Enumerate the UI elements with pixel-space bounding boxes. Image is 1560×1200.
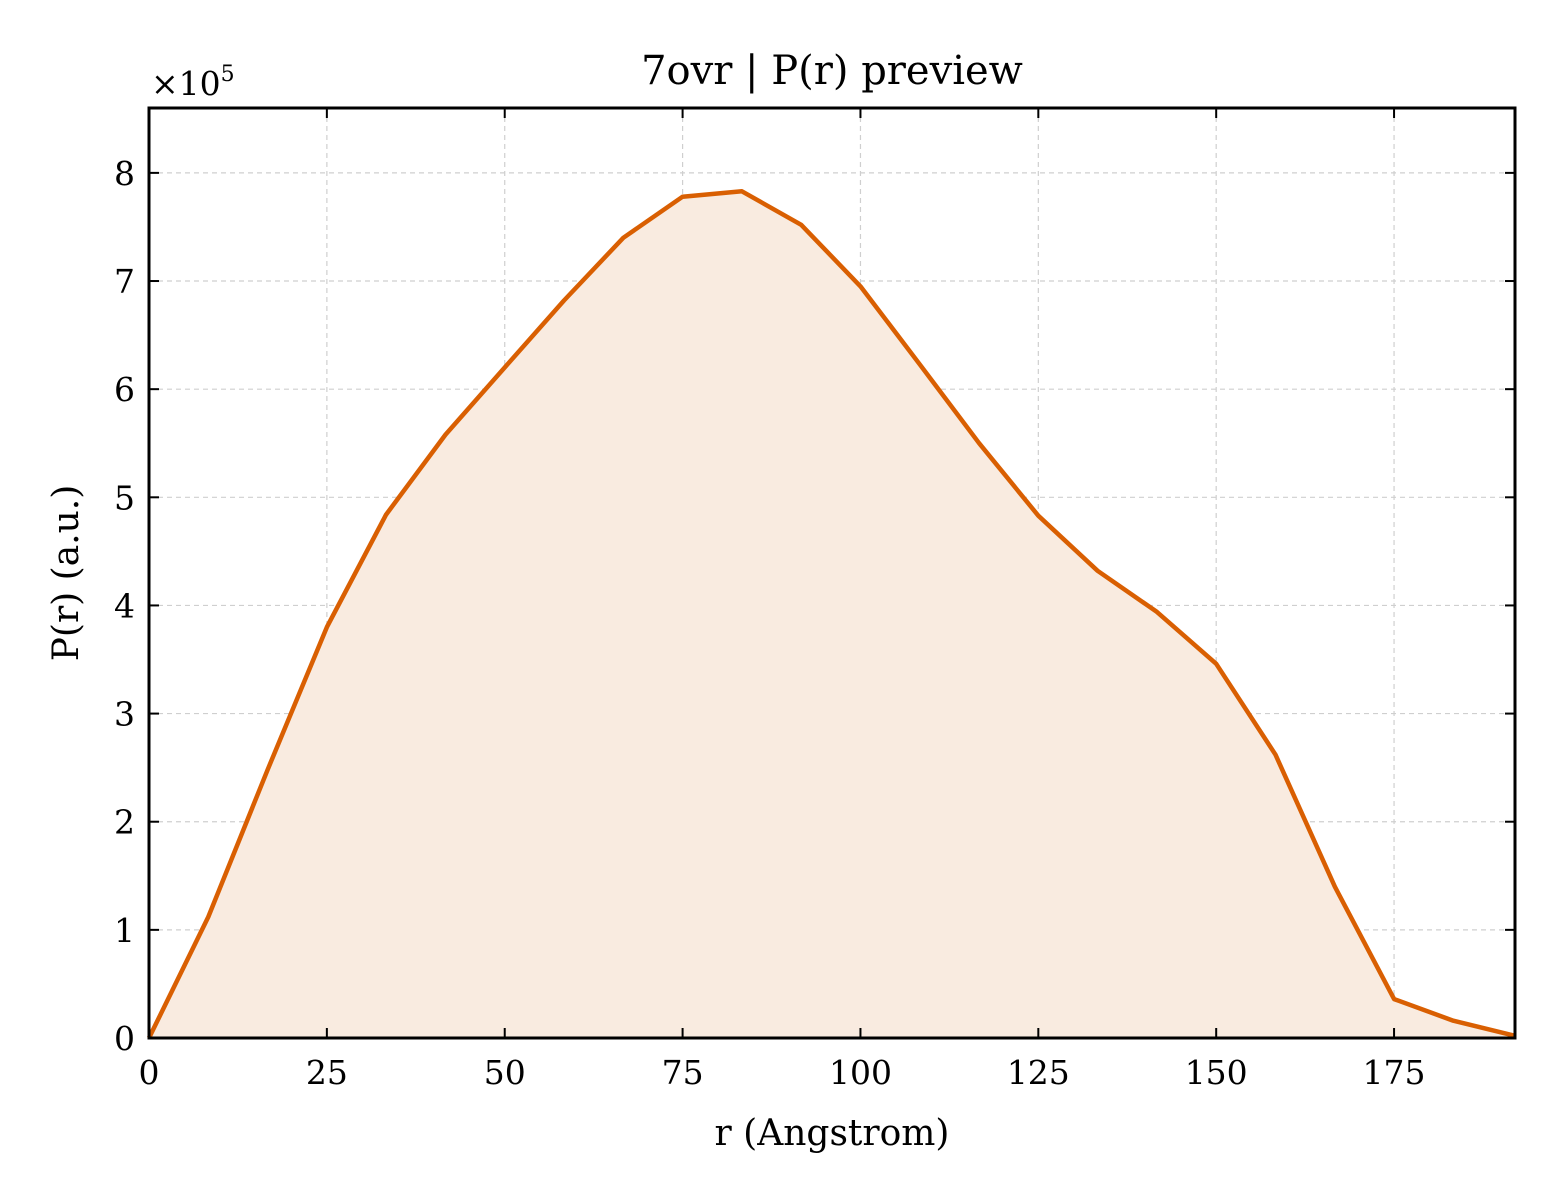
y-tick-label: 7 <box>114 262 135 301</box>
y-tick-label: 0 <box>114 1019 135 1058</box>
y-multiplier-base: ×10 <box>151 64 221 103</box>
x-tick-label: 75 <box>662 1053 704 1092</box>
x-tick-label: 125 <box>1007 1053 1070 1092</box>
ticks: 0 25 50 75 100 125 150 175 0 1 2 3 4 5 6 7 8 <box>114 108 1515 1092</box>
x-tick-label: 100 <box>829 1053 892 1092</box>
x-tick-label: 175 <box>1363 1053 1426 1092</box>
y-multiplier: ×105 <box>151 62 235 103</box>
y-tick-label: 6 <box>114 370 135 409</box>
y-axis-label: P(r) (a.u.) <box>46 485 87 662</box>
x-tick-label: 0 <box>139 1053 160 1092</box>
plot-frame <box>147 106 1517 1040</box>
x-tick-label: 150 <box>1185 1053 1248 1092</box>
y-tick-label: 4 <box>114 586 135 625</box>
y-multiplier-exponent: 5 <box>221 62 235 87</box>
x-axis-label: r (Angstrom) <box>715 1113 950 1154</box>
x-tick-label: 25 <box>306 1053 348 1092</box>
y-tick-label: 5 <box>114 478 135 517</box>
x-tick-label: 50 <box>484 1053 526 1092</box>
pr-area-fill <box>149 191 1515 1039</box>
y-tick-label: 2 <box>114 803 135 842</box>
chart-title: 7ovr | P(r) preview <box>641 48 1023 94</box>
y-tick-label: 8 <box>114 154 135 193</box>
y-tick-label: 1 <box>114 911 135 950</box>
pr-series-line <box>146 189 1516 1039</box>
y-tick-label: 3 <box>114 695 135 734</box>
